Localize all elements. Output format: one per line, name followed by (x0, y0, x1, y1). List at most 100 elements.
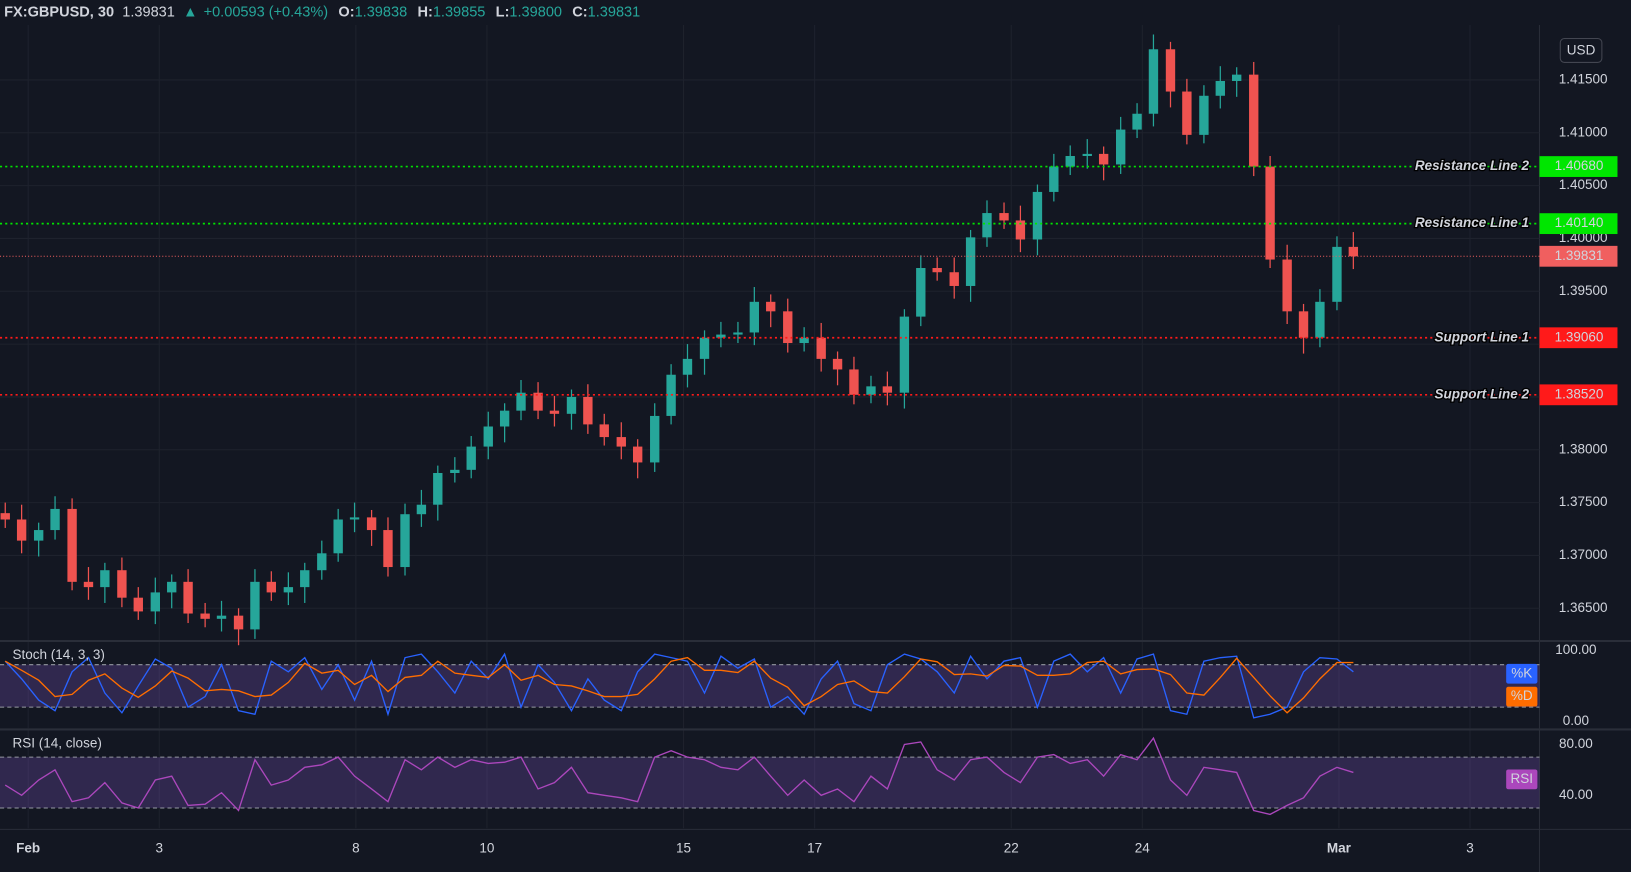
x-tick-label: 3 (155, 841, 163, 856)
candle-body (300, 570, 310, 588)
indicator-line (4, 656, 1354, 714)
candle-body (1082, 153, 1092, 157)
y-tick-label: 1.37000 (1559, 547, 1608, 562)
currency-button[interactable] (1559, 37, 1603, 63)
candle-body (433, 472, 443, 505)
x-tick-label: 17 (807, 841, 822, 856)
x-tick-label: Feb (16, 841, 40, 856)
candle-body (583, 396, 593, 425)
x-tick-label: 10 (479, 841, 494, 856)
level-tag (1539, 327, 1618, 349)
candle-body (733, 332, 743, 335)
y-tick-label: 1.38000 (1559, 441, 1608, 456)
level-name: Support Line 2 (1434, 386, 1529, 401)
level-name: Resistance Line 1 (1415, 215, 1529, 230)
candle-body (1182, 91, 1192, 135)
candle-body (866, 386, 876, 395)
candle-body (1332, 246, 1342, 302)
candle-body (982, 213, 992, 238)
candle-body (16, 519, 27, 541)
candle-body (317, 553, 327, 571)
level-tag-label: 1.40140 (1555, 215, 1604, 230)
y-tick-label: 1.41000 (1559, 124, 1608, 139)
currency-label[interactable]: USD (1567, 43, 1596, 58)
level-tag (1539, 156, 1618, 177)
legend-swatch (1506, 663, 1538, 684)
level-tag-label: 1.39060 (1555, 329, 1604, 344)
candle-body (499, 410, 510, 427)
ohlc-value: 1.39838 (355, 4, 408, 20)
candle-body (599, 424, 609, 438)
y-tick-label: 1.36500 (1559, 600, 1608, 615)
candle-body (965, 237, 976, 286)
last-price-tag (1539, 245, 1618, 267)
candle-body (333, 519, 343, 554)
candle-body (699, 337, 710, 359)
legend-label: RSI (1511, 771, 1534, 786)
price: 1.39831 (122, 4, 175, 20)
candle-body (932, 268, 942, 273)
candle-body (133, 597, 143, 612)
candle-body (1249, 74, 1259, 167)
candle-body (916, 268, 926, 317)
y-tick-label: 1.41500 (1559, 71, 1608, 86)
symbol: FX:GBPUSD, 30 (4, 4, 114, 20)
candle-body (1282, 259, 1292, 312)
candle-body (1148, 49, 1159, 114)
candle-body (100, 570, 110, 588)
indicator-line (4, 736, 1354, 816)
candle-body (167, 581, 177, 593)
candle-body (283, 587, 294, 593)
candle-body (250, 581, 260, 630)
candle-body (999, 213, 1009, 221)
candle-body (67, 508, 77, 582)
y-tick-label: 1.37500 (1559, 494, 1608, 509)
y-tick-label: 100.00 (1555, 642, 1596, 657)
ohlc-value: 1.39831 (588, 4, 641, 20)
indicator-band (0, 664, 1540, 708)
up-arrow: ▲ (183, 4, 197, 20)
candle-body (1049, 166, 1059, 192)
legend-swatch (1506, 769, 1538, 790)
candle-body (1265, 166, 1275, 260)
candle-body (1015, 220, 1026, 240)
candle-body (1032, 191, 1043, 240)
candle-body (1298, 311, 1309, 338)
candle-body (849, 369, 859, 395)
ohlc-value: 1.39800 (509, 4, 562, 20)
indicator-title: RSI (14, close) (12, 736, 101, 751)
x-tick-label: 22 (1004, 841, 1019, 856)
candle-body (233, 615, 244, 630)
ohlc-key: C: (572, 4, 587, 20)
x-tick-label: 3 (1466, 841, 1474, 856)
y-tick-label: 40.00 (1559, 787, 1593, 802)
candle-body (632, 446, 643, 463)
indicator-title: Stoch (14, 3, 3) (12, 647, 104, 662)
ohlc-key: L: (496, 4, 510, 20)
ohlc-value: 1.39855 (433, 4, 486, 20)
ohlc-key: H: (417, 4, 432, 20)
candle-body (216, 615, 227, 619)
y-tick-label: 80.00 (1559, 736, 1593, 751)
candle-body (716, 334, 726, 338)
x-tick-label: 8 (352, 841, 360, 856)
candle-body (516, 392, 526, 411)
candle-body (117, 570, 127, 598)
y-tick-label: 1.39500 (1559, 283, 1608, 298)
candle-body (549, 410, 560, 414)
candle-body (1165, 49, 1176, 92)
candle-body (483, 426, 493, 447)
candle-body (816, 337, 826, 359)
y-tick-label: 1.40500 (1559, 177, 1608, 192)
candle-body (349, 517, 360, 520)
candle-body (1132, 113, 1142, 130)
legend-header: FX:GBPUSD, 30 1.39831 ▲ +0.00593 (+0.43%… (4, 4, 640, 20)
candle-body (266, 581, 277, 593)
candle-body (416, 504, 427, 515)
last-price-label: 1.39831 (1555, 248, 1604, 263)
candle-body (366, 517, 377, 531)
candle-body (533, 392, 543, 411)
candle-body (400, 514, 410, 568)
legend-swatch (1506, 686, 1538, 707)
